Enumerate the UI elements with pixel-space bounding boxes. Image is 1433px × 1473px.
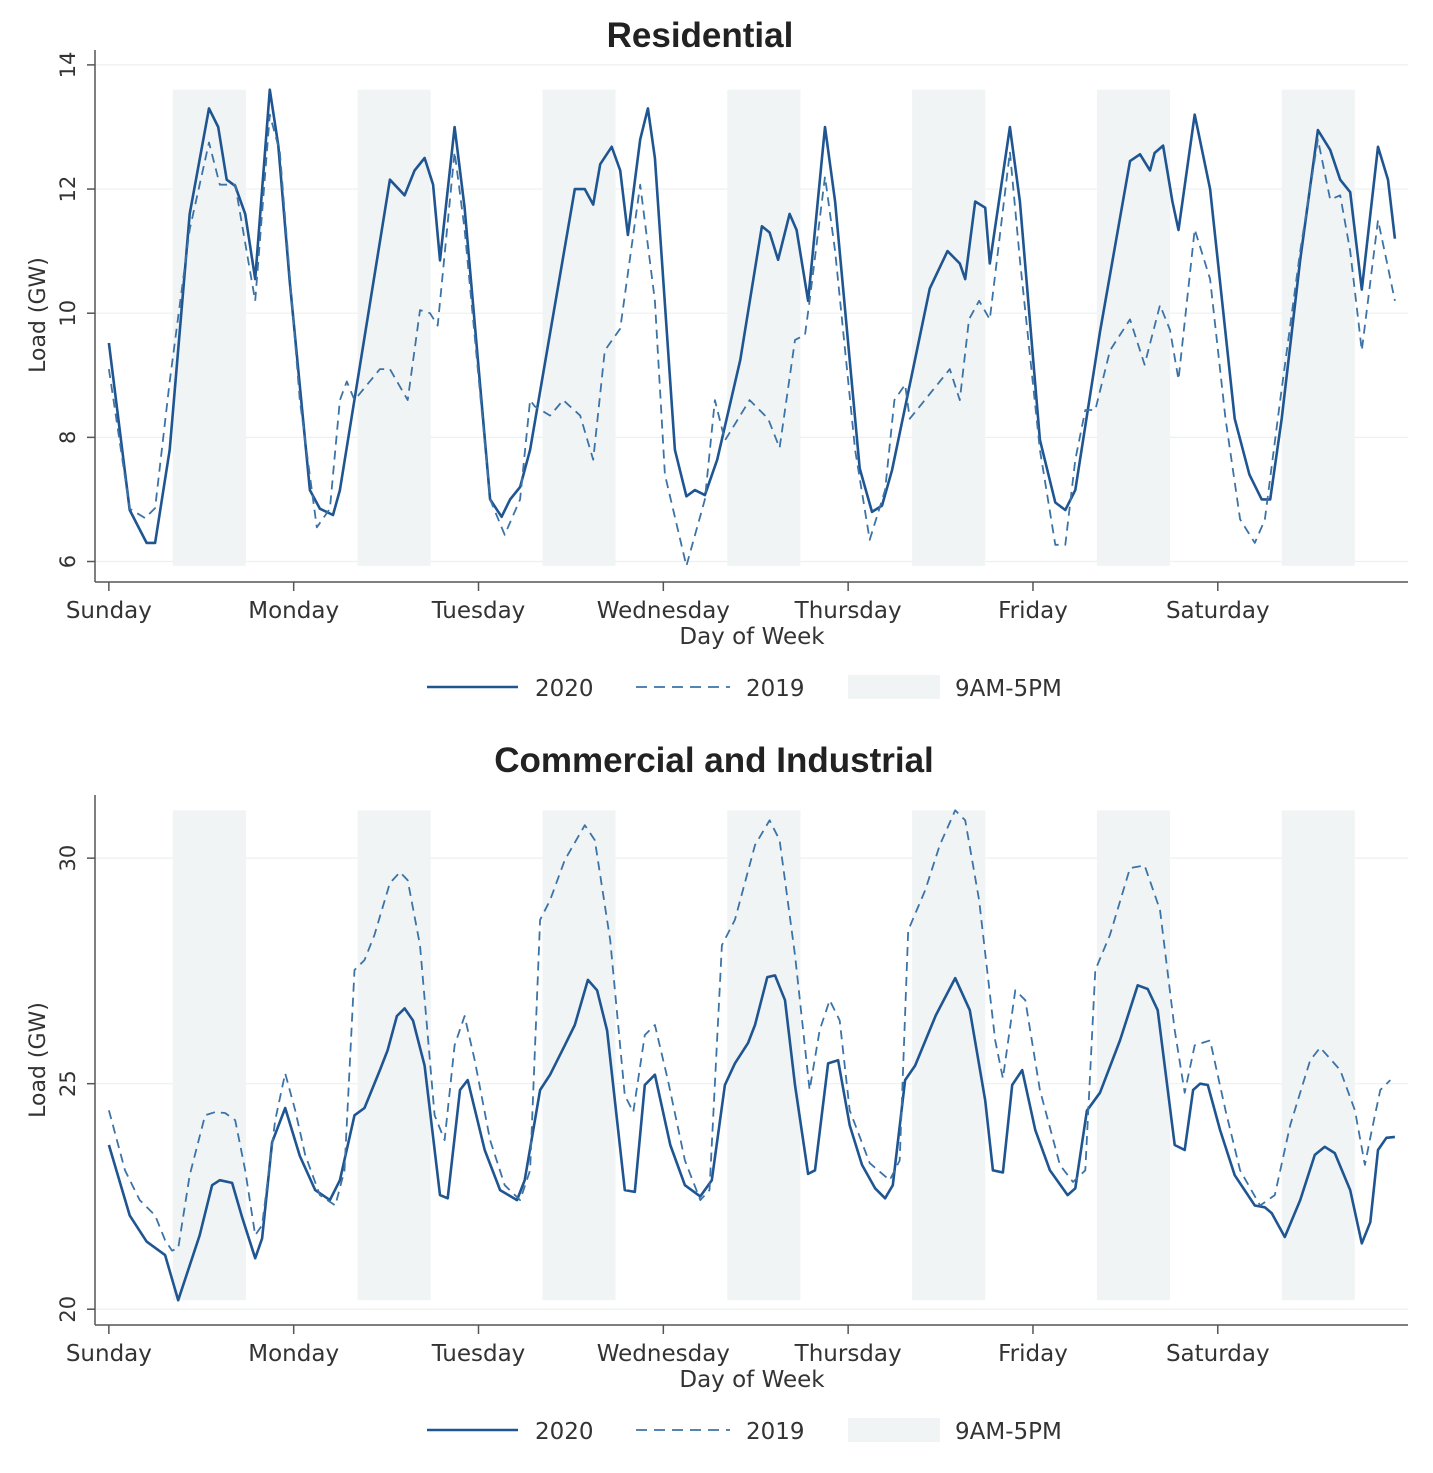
- legend-label-2020: 2020: [535, 676, 594, 702]
- shaded-band-9am-5pm: [727, 810, 801, 1301]
- x-tick-label-wednesday: Wednesday: [597, 598, 730, 624]
- legend-label-9am-5pm: 9AM-5PM: [955, 676, 1062, 702]
- legend: 2020 2019 9AM-5PM: [427, 675, 1062, 702]
- shaded-band-9am-5pm: [1281, 810, 1355, 1301]
- y-tick-label: 25: [56, 1070, 80, 1097]
- x-tick-label-friday: Friday: [998, 598, 1068, 624]
- shaded-band-9am-5pm: [172, 89, 246, 566]
- chart-commercial-industrial: Commercial and Industrial Day of Week Lo…: [26, 741, 1408, 1445]
- shaded-band-9am-5pm: [1096, 89, 1171, 566]
- shaded-band-9am-5pm: [1281, 89, 1355, 566]
- x-tick-label-monday: Monday: [248, 598, 339, 624]
- y-tick-label: 12: [56, 176, 80, 203]
- plot-area: [95, 64, 1408, 567]
- y-tick-label: 6: [56, 555, 80, 568]
- legend: 2020 2019 9AM-5PM: [427, 1418, 1062, 1445]
- series-line-2020: [107, 974, 1396, 1302]
- legend-label-2020: 2020: [535, 1419, 594, 1445]
- series-line-2019: [108, 113, 1396, 567]
- shaded-band-9am-5pm: [542, 89, 616, 566]
- chart-title: Residential: [607, 16, 794, 55]
- chart-title: Commercial and Industrial: [494, 741, 934, 780]
- shaded-band-9am-5pm: [542, 810, 616, 1301]
- series-line-2020: [107, 88, 1397, 545]
- shaded-band-9am-5pm: [357, 810, 431, 1301]
- x-tick-label-thursday: Thursday: [794, 598, 902, 624]
- legend-label-2019: 2019: [746, 676, 805, 702]
- x-tick-label-sunday: Sunday: [66, 1341, 152, 1367]
- y-tick-label: 10: [56, 300, 80, 327]
- legend-swatch-shaded: [848, 1418, 940, 1442]
- shaded-band-9am-5pm: [912, 89, 986, 566]
- x-tick-label-sunday: Sunday: [66, 598, 152, 624]
- legend-swatch-shaded: [848, 675, 940, 699]
- x-axis-label: Day of Week: [679, 624, 825, 650]
- shaded-band-9am-5pm: [172, 810, 246, 1301]
- plot-area: [95, 809, 1408, 1310]
- x-tick-label-saturday: Saturday: [1166, 598, 1270, 624]
- y-tick-label: 20: [56, 1296, 80, 1323]
- y-axis-label: Load (GW): [26, 1002, 51, 1118]
- x-tick-label-friday: Friday: [998, 1341, 1068, 1367]
- shaded-band-9am-5pm: [357, 89, 431, 566]
- legend-label-2019: 2019: [746, 1419, 805, 1445]
- shaded-band-9am-5pm: [912, 810, 986, 1301]
- shaded-band-9am-5pm: [1096, 810, 1171, 1301]
- x-axis-label: Day of Week: [679, 1367, 825, 1393]
- y-tick-label: 8: [56, 431, 80, 444]
- chart-residential: Residential Day of Week Load (GW) 2020 2…: [26, 16, 1408, 702]
- x-tick-label-monday: Monday: [248, 1341, 339, 1367]
- legend-label-9am-5pm: 9AM-5PM: [955, 1419, 1062, 1445]
- x-tick-label-tuesday: Tuesday: [431, 598, 526, 624]
- x-tick-label-wednesday: Wednesday: [597, 1341, 730, 1367]
- y-axis-label: Load (GW): [26, 257, 51, 373]
- x-tick-label-tuesday: Tuesday: [431, 1341, 526, 1367]
- y-tick-label: 14: [56, 52, 80, 79]
- shaded-band-9am-5pm: [727, 89, 801, 566]
- x-tick-label-thursday: Thursday: [794, 1341, 902, 1367]
- x-tick-label-saturday: Saturday: [1166, 1341, 1270, 1367]
- y-tick-label: 30: [56, 845, 80, 872]
- series-line-2019: [108, 809, 1391, 1252]
